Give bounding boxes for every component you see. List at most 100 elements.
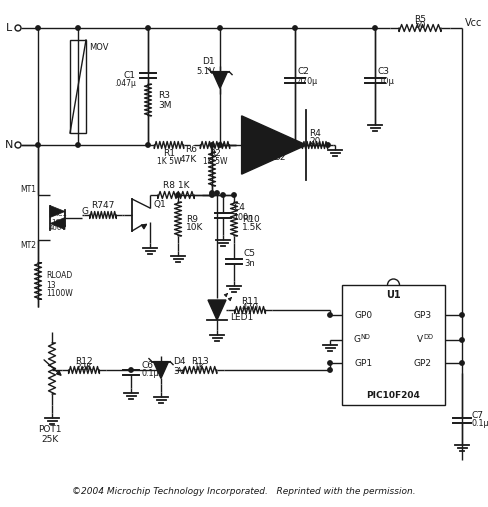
Bar xyxy=(70,40,86,133)
Text: C5: C5 xyxy=(244,248,256,258)
Text: G: G xyxy=(82,207,89,216)
Circle shape xyxy=(76,143,80,147)
Text: 0.1μ: 0.1μ xyxy=(141,370,158,379)
Circle shape xyxy=(459,361,463,365)
Text: 1100W: 1100W xyxy=(46,289,73,299)
Text: ND: ND xyxy=(359,334,369,340)
Text: V: V xyxy=(416,336,422,344)
Circle shape xyxy=(36,143,40,147)
Text: 16A: 16A xyxy=(51,219,65,225)
Text: 5.1V: 5.1V xyxy=(196,66,215,76)
Text: 470μ: 470μ xyxy=(297,78,318,87)
Text: 1K 5W: 1K 5W xyxy=(203,157,227,165)
Text: G: G xyxy=(353,336,360,344)
Circle shape xyxy=(217,26,222,30)
Circle shape xyxy=(292,143,297,147)
Text: R9: R9 xyxy=(185,214,198,224)
Circle shape xyxy=(209,193,214,197)
Text: R747: R747 xyxy=(91,201,115,210)
Text: N: N xyxy=(5,140,13,150)
Text: GP0: GP0 xyxy=(354,310,372,319)
Text: RLOAD: RLOAD xyxy=(46,272,72,280)
Text: R10: R10 xyxy=(242,214,259,224)
Text: MOV: MOV xyxy=(89,44,108,53)
Circle shape xyxy=(372,26,376,30)
Text: D4: D4 xyxy=(173,357,185,367)
Text: TRC1: TRC1 xyxy=(49,210,67,216)
Text: 47K: 47K xyxy=(180,155,197,163)
Circle shape xyxy=(145,143,150,147)
Circle shape xyxy=(231,193,236,197)
Text: 1.5K: 1.5K xyxy=(242,224,262,233)
Text: 20: 20 xyxy=(309,136,320,146)
Circle shape xyxy=(159,368,163,372)
Text: 25K: 25K xyxy=(41,434,59,444)
Text: 10K: 10K xyxy=(185,224,203,233)
Text: POT1: POT1 xyxy=(38,425,61,434)
Polygon shape xyxy=(241,116,306,174)
Text: 0.1μ: 0.1μ xyxy=(471,419,488,428)
Text: C4: C4 xyxy=(232,202,244,211)
Text: R6: R6 xyxy=(184,146,197,155)
Text: U1: U1 xyxy=(386,290,400,300)
Text: 3M: 3M xyxy=(158,100,171,110)
Text: D2: D2 xyxy=(272,154,285,163)
Text: R13: R13 xyxy=(191,356,208,366)
Text: .047μ: .047μ xyxy=(114,80,136,89)
Text: R8 1K: R8 1K xyxy=(163,182,189,191)
Circle shape xyxy=(209,191,214,195)
Text: R2: R2 xyxy=(209,150,221,159)
Circle shape xyxy=(128,368,133,372)
Circle shape xyxy=(214,191,219,195)
Text: MT1: MT1 xyxy=(20,185,36,194)
Text: R1: R1 xyxy=(163,150,175,159)
Circle shape xyxy=(327,313,331,317)
Polygon shape xyxy=(50,218,65,230)
Text: 470: 470 xyxy=(241,304,258,312)
Text: MT2: MT2 xyxy=(20,241,36,250)
Circle shape xyxy=(76,26,80,30)
Circle shape xyxy=(217,143,222,147)
Polygon shape xyxy=(153,361,168,378)
Text: L: L xyxy=(6,23,12,33)
Text: C2: C2 xyxy=(297,67,309,77)
Polygon shape xyxy=(50,205,65,218)
Text: R3: R3 xyxy=(158,91,170,100)
Circle shape xyxy=(459,338,463,342)
Circle shape xyxy=(325,143,329,147)
Polygon shape xyxy=(212,71,227,88)
Text: GP2: GP2 xyxy=(413,358,431,368)
Text: PIC10F204: PIC10F204 xyxy=(366,390,420,400)
Text: 10μ: 10μ xyxy=(377,78,393,87)
Text: 400V: 400V xyxy=(49,226,67,232)
Circle shape xyxy=(145,26,150,30)
Text: R4: R4 xyxy=(308,129,320,138)
Text: ©2004 Microchip Technology Incorporated.   Reprinted with the permission.: ©2004 Microchip Technology Incorporated.… xyxy=(72,488,415,496)
Bar xyxy=(341,285,444,405)
Text: 3n: 3n xyxy=(244,259,254,268)
Text: LED1: LED1 xyxy=(229,313,253,322)
Circle shape xyxy=(292,26,297,30)
Text: GP3: GP3 xyxy=(413,310,431,319)
Text: C3: C3 xyxy=(377,67,389,77)
Text: C1: C1 xyxy=(124,70,136,80)
Text: 13: 13 xyxy=(46,280,56,289)
Text: 22K: 22K xyxy=(75,364,92,373)
Text: D1: D1 xyxy=(202,57,215,66)
Text: R12: R12 xyxy=(75,356,93,366)
Text: R11: R11 xyxy=(241,297,258,306)
Text: 3V: 3V xyxy=(173,368,184,377)
Circle shape xyxy=(327,361,331,365)
Text: C7: C7 xyxy=(471,411,483,419)
Circle shape xyxy=(459,313,463,317)
Circle shape xyxy=(221,193,225,197)
Text: Vcc: Vcc xyxy=(464,18,481,28)
Circle shape xyxy=(209,143,214,147)
Text: 1K: 1K xyxy=(194,364,205,373)
Circle shape xyxy=(176,193,180,197)
Circle shape xyxy=(327,368,331,372)
Text: DD: DD xyxy=(422,334,432,340)
Text: Q1: Q1 xyxy=(154,200,166,209)
Text: 50: 50 xyxy=(413,21,425,30)
Polygon shape xyxy=(207,300,225,320)
